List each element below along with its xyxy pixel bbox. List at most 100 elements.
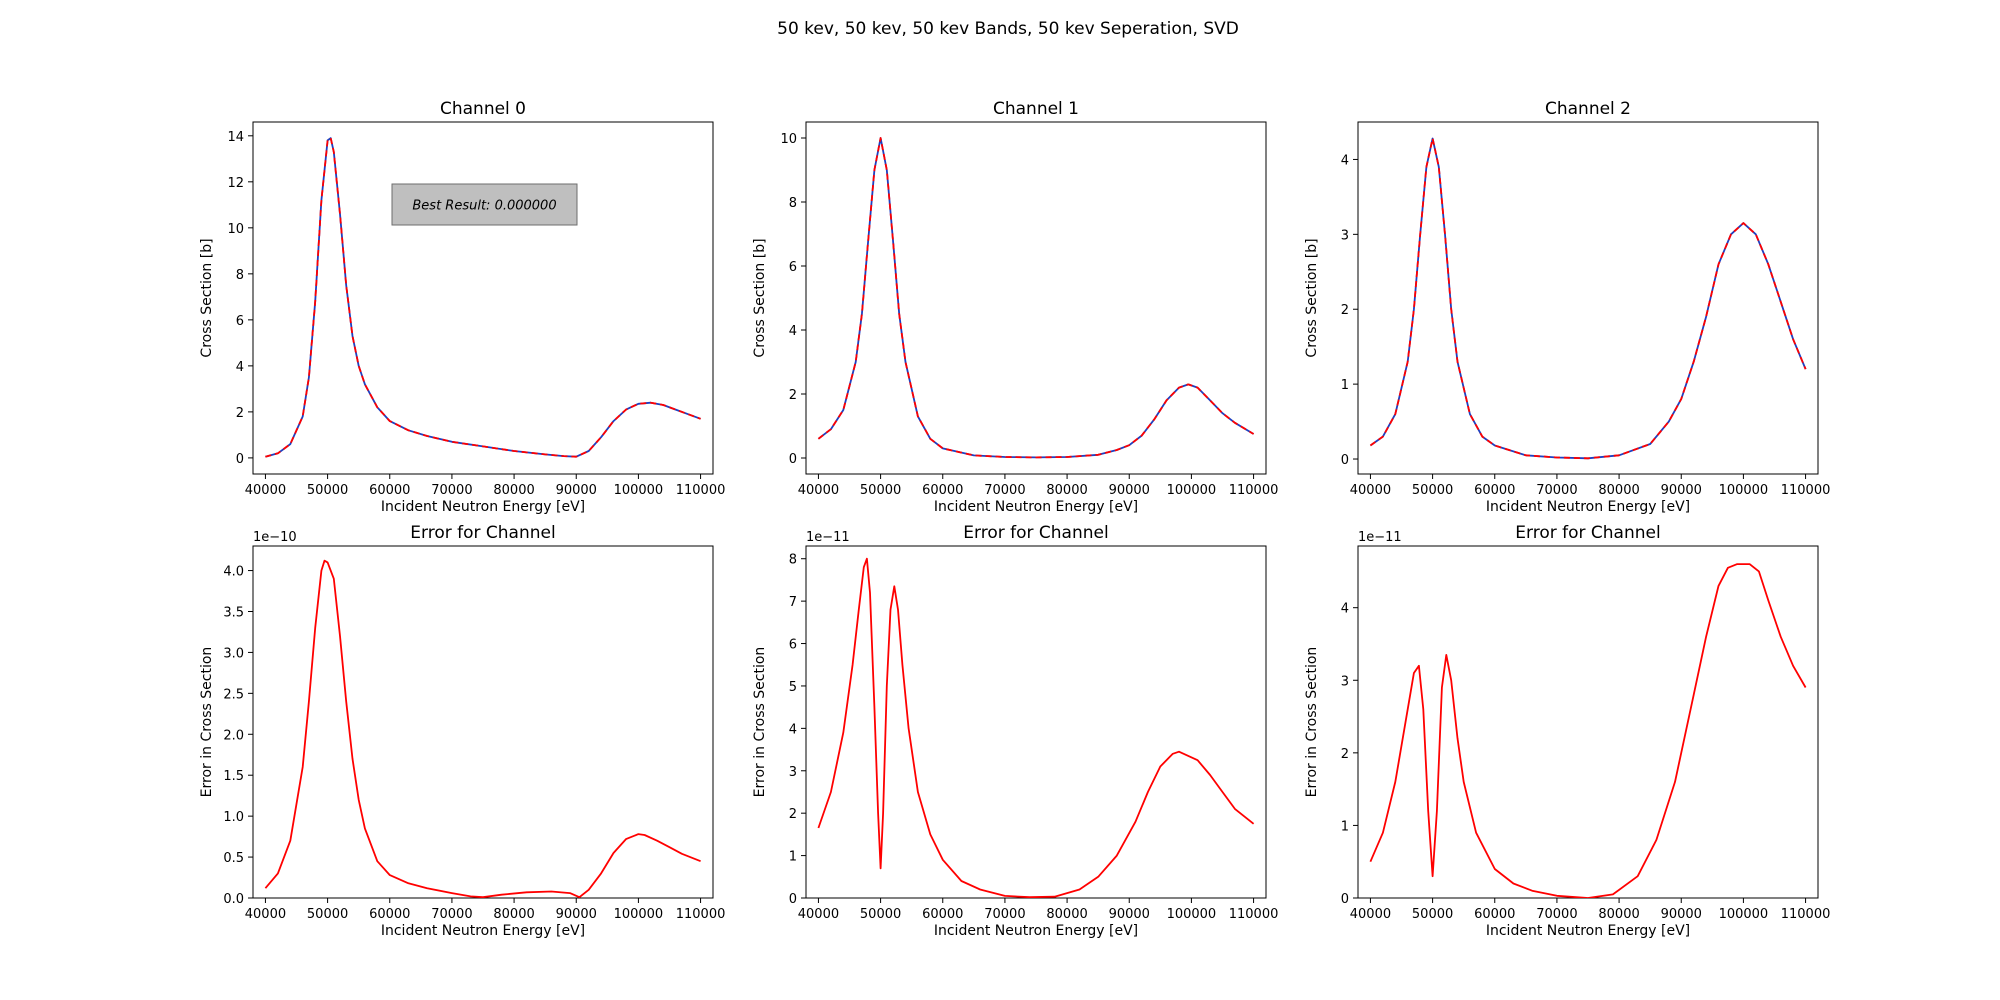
x-tick-label: 50000 xyxy=(307,907,348,922)
y-tick-label: 1.5 xyxy=(223,769,244,784)
series-line-0 xyxy=(264,559,701,898)
y-tick-label: 2 xyxy=(1341,303,1349,318)
best-result-annotation: Best Result: 0.000000 xyxy=(391,183,578,226)
y-tick-label: 1 xyxy=(1341,819,1349,834)
x-tick-label: 60000 xyxy=(369,907,410,922)
x-axis-label: Incident Neutron Energy [eV] xyxy=(1486,923,1690,939)
y-tick-label: 4 xyxy=(789,722,797,737)
subplot-3: Error for Channel 40000 50000 60000 70000 800… xyxy=(199,523,725,939)
y-tick-label: 8 xyxy=(236,268,244,283)
annotation-text: Best Result: 0.000000 xyxy=(412,199,556,214)
y-axis-label: Error in Cross Section xyxy=(1304,647,1320,798)
x-axis-label: Incident Neutron Energy [eV] xyxy=(1486,499,1690,515)
y-tick-label: 5 xyxy=(789,680,797,695)
y-tick-label: 10 xyxy=(780,132,797,147)
y-tick-label: 3.0 xyxy=(223,646,244,661)
y-tick-label: 12 xyxy=(227,176,244,191)
y-tick-label: 8 xyxy=(789,553,797,568)
x-tick-label: 80000 xyxy=(1046,907,1087,922)
x-tick-label: 110000 xyxy=(1781,907,1831,922)
x-tick-label: 110000 xyxy=(1781,483,1831,498)
y-tick-label: 4 xyxy=(789,324,797,339)
series-line-0 xyxy=(817,557,1255,898)
x-axis-label: Incident Neutron Energy [eV] xyxy=(934,499,1138,515)
x-tick-label: 50000 xyxy=(1412,483,1453,498)
x-axis-label: Incident Neutron Energy [eV] xyxy=(381,499,585,515)
y-tick-label: 3 xyxy=(1341,674,1349,689)
axes-frame xyxy=(252,121,714,475)
y-tick-label: 6 xyxy=(236,314,244,329)
y-tick-label: 0.0 xyxy=(223,892,244,907)
x-tick-label: 50000 xyxy=(860,483,901,498)
x-tick-label: 60000 xyxy=(1474,483,1515,498)
x-tick-label: 40000 xyxy=(245,907,286,922)
x-tick-label: 90000 xyxy=(556,483,597,498)
y-tick-label: 4 xyxy=(1341,153,1349,168)
x-tick-label: 60000 xyxy=(922,907,963,922)
y-tick-label: 2 xyxy=(789,807,797,822)
x-tick-label: 80000 xyxy=(493,483,534,498)
y-tick-label: 1 xyxy=(1341,378,1349,393)
y-tick-label: 7 xyxy=(789,595,797,610)
y-tick-label: 14 xyxy=(227,130,244,145)
y-tick-label: 3.5 xyxy=(223,605,244,620)
y-tick-label: 1 xyxy=(789,850,797,865)
series-line-1 xyxy=(265,137,701,458)
y-tick-label: 4 xyxy=(236,360,244,375)
series-line-0 xyxy=(1369,563,1807,898)
subplot-title: Error for Channel xyxy=(963,523,1108,543)
x-tick-label: 60000 xyxy=(922,483,963,498)
x-tick-label: 110000 xyxy=(1229,907,1279,922)
subplot-title: Error for Channel xyxy=(1515,523,1660,543)
y-tick-label: 0 xyxy=(1341,453,1349,468)
y-offset-text: 1e−10 xyxy=(253,530,297,545)
x-tick-label: 40000 xyxy=(1350,483,1391,498)
subplot-title: Channel 1 xyxy=(993,99,1079,119)
x-tick-label: 40000 xyxy=(798,907,839,922)
series-line-1 xyxy=(1369,137,1807,460)
y-tick-label: 2 xyxy=(789,388,797,403)
y-axis-label: Cross Section [b] xyxy=(1304,238,1320,357)
x-tick-label: 100000 xyxy=(614,907,664,922)
x-tick-label: 60000 xyxy=(369,483,410,498)
x-axis-label: Incident Neutron Energy [eV] xyxy=(934,923,1138,939)
y-tick-label: 2.5 xyxy=(223,687,244,702)
x-tick-label: 50000 xyxy=(1412,907,1453,922)
y-tick-label: 2 xyxy=(236,406,244,421)
x-tick-label: 110000 xyxy=(676,907,726,922)
x-tick-label: 50000 xyxy=(307,483,348,498)
axes-frame xyxy=(1357,121,1819,475)
x-tick-label: 70000 xyxy=(431,907,472,922)
subplot-0: Channel 0 40000 50000 60000 70000 80000 90000 1… xyxy=(199,99,725,515)
axes-frame xyxy=(805,121,1267,475)
y-tick-label: 0 xyxy=(236,452,244,467)
annotation-box xyxy=(391,183,578,226)
x-tick-label: 40000 xyxy=(1350,907,1391,922)
y-axis-label: Error in Cross Section xyxy=(752,647,768,798)
x-tick-label: 80000 xyxy=(493,907,534,922)
x-tick-label: 40000 xyxy=(245,483,286,498)
subplot-4: Error for Channel 40000 50000 60000 70000 800… xyxy=(752,523,1278,939)
y-axis-label: Cross Section [b] xyxy=(199,238,215,357)
x-tick-label: 70000 xyxy=(1536,907,1577,922)
subplot-title: Channel 2 xyxy=(1545,99,1631,119)
x-tick-label: 80000 xyxy=(1598,907,1639,922)
x-tick-label: 80000 xyxy=(1046,483,1087,498)
y-tick-label: 2 xyxy=(1341,747,1349,762)
figure-suptitle: 50 kev, 50 kev, 50 kev Bands, 50 kev Sep… xyxy=(777,19,1239,39)
x-tick-label: 90000 xyxy=(1661,483,1702,498)
y-tick-label: 2.0 xyxy=(223,728,244,743)
y-tick-label: 1.0 xyxy=(223,810,244,825)
y-tick-label: 3 xyxy=(789,765,797,780)
x-tick-label: 100000 xyxy=(614,483,664,498)
x-tick-label: 100000 xyxy=(1719,483,1769,498)
y-axis-label: Cross Section [b] xyxy=(752,238,768,357)
y-tick-label: 4 xyxy=(1341,602,1349,617)
axes-frame xyxy=(1357,545,1819,899)
series-line-1 xyxy=(817,137,1255,459)
axes-frame xyxy=(252,545,714,899)
x-tick-label: 90000 xyxy=(1661,907,1702,922)
y-offset-text: 1e−11 xyxy=(1358,530,1402,545)
subplot-2: Channel 2 40000 50000 60000 70000 80000 90000 1… xyxy=(1304,99,1830,515)
